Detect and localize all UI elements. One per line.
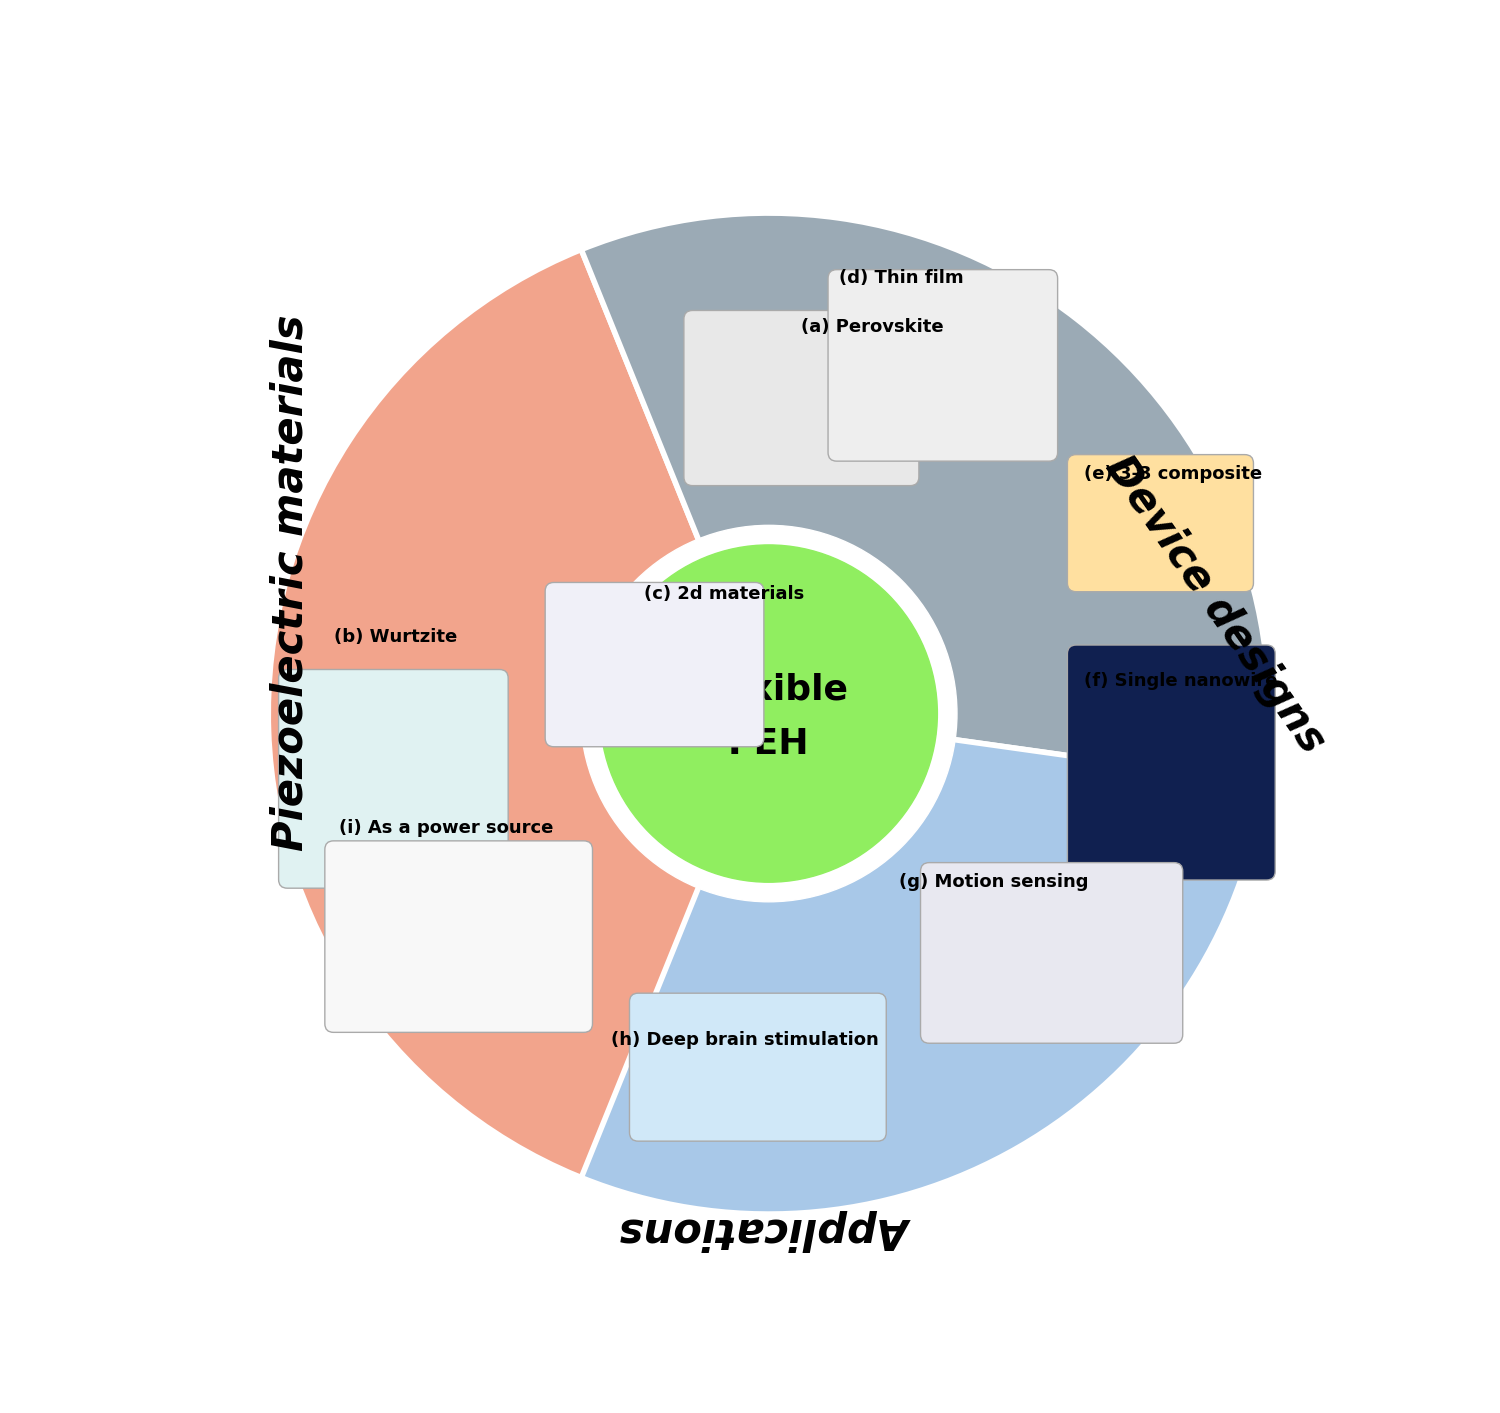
Circle shape [600, 545, 938, 882]
Text: (d) Thin film: (d) Thin film [840, 270, 964, 287]
Text: PEH: PEH [728, 728, 810, 762]
FancyBboxPatch shape [326, 841, 592, 1033]
Text: Piezoelectric materials: Piezoelectric materials [268, 315, 310, 851]
FancyBboxPatch shape [544, 582, 764, 746]
FancyBboxPatch shape [921, 862, 1182, 1043]
Wedge shape [582, 714, 1264, 1214]
Text: (g) Motion sensing: (g) Motion sensing [900, 873, 1089, 892]
Wedge shape [582, 213, 1269, 783]
Text: Device designs: Device designs [1096, 448, 1334, 762]
Circle shape [262, 208, 1275, 1219]
Text: (b) Wurtzite: (b) Wurtzite [333, 629, 458, 646]
FancyBboxPatch shape [684, 311, 920, 486]
FancyBboxPatch shape [279, 670, 508, 889]
FancyBboxPatch shape [1068, 644, 1275, 880]
FancyBboxPatch shape [1068, 455, 1254, 592]
Text: (f) Single nanowire: (f) Single nanowire [1084, 673, 1278, 690]
Text: (i) As a power source: (i) As a power source [339, 818, 554, 836]
Text: Applications: Applications [624, 1210, 914, 1252]
Text: (h) Deep brain stimulation: (h) Deep brain stimulation [610, 1031, 879, 1048]
Text: (c) 2d materials: (c) 2d materials [644, 585, 804, 603]
FancyBboxPatch shape [828, 270, 1058, 461]
Text: Flexible: Flexible [688, 673, 849, 706]
FancyBboxPatch shape [630, 993, 886, 1142]
Circle shape [580, 526, 957, 901]
Text: (e) 3-3 composite: (e) 3-3 composite [1084, 465, 1263, 483]
Text: (a) Perovskite: (a) Perovskite [801, 318, 944, 336]
Wedge shape [268, 250, 768, 1190]
